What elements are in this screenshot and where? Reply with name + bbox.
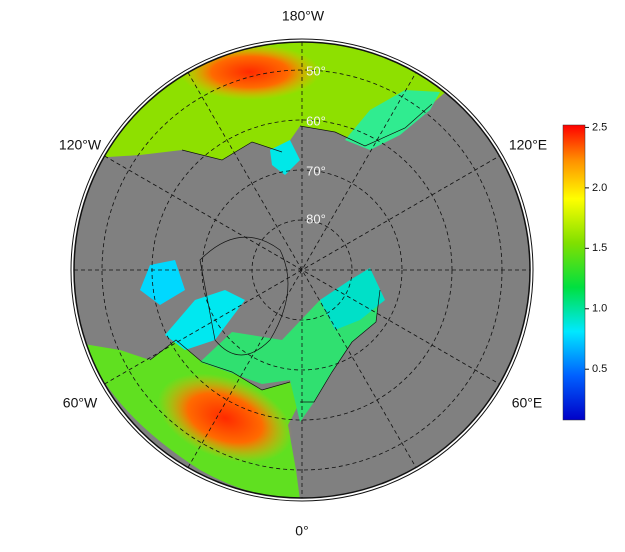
map-border-outer <box>70 38 534 502</box>
baffin <box>165 290 245 350</box>
colorbar-tick-label: 2.0 <box>592 182 607 194</box>
meridian-label: 60°W <box>63 395 98 411</box>
colorbar-tick-label: 1.0 <box>592 303 607 315</box>
meridian-label: 60°E <box>512 395 543 411</box>
pacific-high <box>180 44 320 100</box>
map-border <box>73 41 531 499</box>
meridian-label: 180°W <box>282 8 325 24</box>
atlantic-high <box>157 373 293 463</box>
colorbar-tick-label: 0.5 <box>592 363 607 375</box>
colorbar-tick-label: 2.5 <box>592 121 607 133</box>
meridian <box>187 72 417 468</box>
okhotsk <box>345 90 440 150</box>
parallel-label: 50° <box>306 63 326 78</box>
bering-shelf <box>270 140 300 175</box>
meridian-label: 120°W <box>59 137 102 153</box>
meridian-label: 0° <box>295 523 308 539</box>
colorbar-ticks: 0.5 1.0 1.5 2.0 2.5 <box>585 121 607 375</box>
colorbar-tick-label: 1.5 <box>592 242 607 254</box>
barents <box>320 268 385 330</box>
hudson <box>140 260 185 305</box>
meridian-label: 120°E <box>509 137 547 153</box>
parallel-label: 60° <box>306 113 326 128</box>
colorbar <box>562 124 586 421</box>
parallel-label: 80° <box>306 211 326 226</box>
coastlines <box>149 103 433 403</box>
parallel-label: 70° <box>306 163 326 178</box>
graticule <box>74 42 530 498</box>
pacific <box>74 42 450 160</box>
